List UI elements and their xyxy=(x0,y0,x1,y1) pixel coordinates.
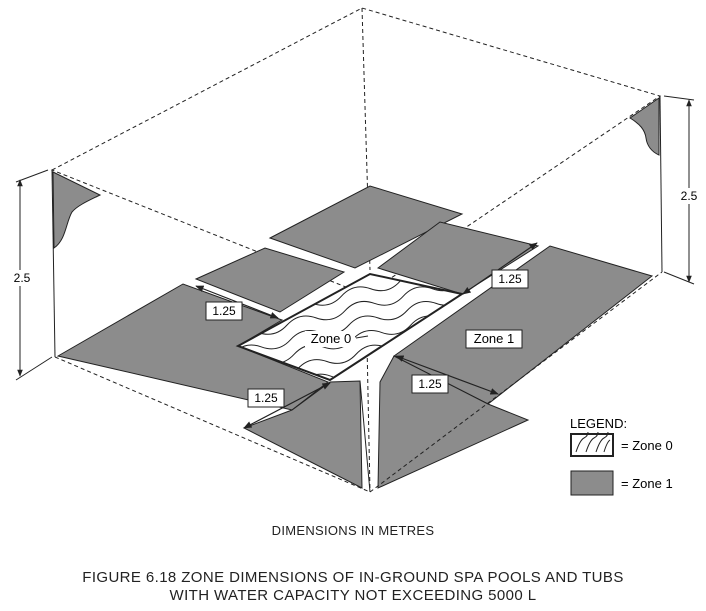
right-height-label: 2.5 xyxy=(681,189,698,203)
dim-right-lower-box xyxy=(411,374,449,394)
figure-caption-line2: WITH WATER CAPACITY NOT EXCEEDING 5000 L xyxy=(169,587,537,604)
left-height-label: 2.5 xyxy=(14,271,31,285)
dim-right-upper-box xyxy=(491,269,529,289)
dim-left-upper-box xyxy=(205,301,243,321)
dim-right-upper-label: 1.25 xyxy=(498,272,522,286)
figure-caption: FIGURE 6.18 ZONE DIMENSIONS OF IN-GROUND… xyxy=(0,569,706,605)
zone1-upper-left-corner xyxy=(52,171,102,249)
dim-right-lower-label: 1.25 xyxy=(418,377,442,391)
legend: LEGEND: = Zone 0 = Zone 1 xyxy=(570,416,673,496)
left-height-label-bg xyxy=(8,270,38,286)
zone1-label: Zone 1 xyxy=(474,331,514,346)
zone1-upper-right-corner xyxy=(629,97,660,156)
room-vertical-edges xyxy=(51,95,663,493)
zone1-floor-right-inner xyxy=(376,221,540,295)
legend-zone0-text: = Zone 0 xyxy=(621,438,673,453)
figure-caption-line1: FIGURE 6.18 ZONE DIMENSIONS OF IN-GROUND… xyxy=(82,569,624,586)
right-height-label-bg xyxy=(673,188,705,204)
zone1-label-bg xyxy=(465,329,523,349)
legend-title: LEGEND: xyxy=(570,416,627,431)
dim-left-lower-box xyxy=(247,388,285,408)
zone0-label-bg xyxy=(305,331,355,347)
dimensions-note: DIMENSIONS IN METRES xyxy=(271,523,435,538)
floor-reference-lines xyxy=(54,271,663,493)
dim-left-upper-label: 1.25 xyxy=(212,304,236,318)
legend-zone0-swatch xyxy=(570,431,614,457)
dim-left-lower-label: 1.25 xyxy=(254,391,278,405)
legend-zone1-swatch xyxy=(570,470,614,496)
legend-zone1-text: = Zone 1 xyxy=(621,476,673,491)
zone1-floor-top xyxy=(268,185,464,269)
zone0-label: Zone 0 xyxy=(311,331,351,346)
